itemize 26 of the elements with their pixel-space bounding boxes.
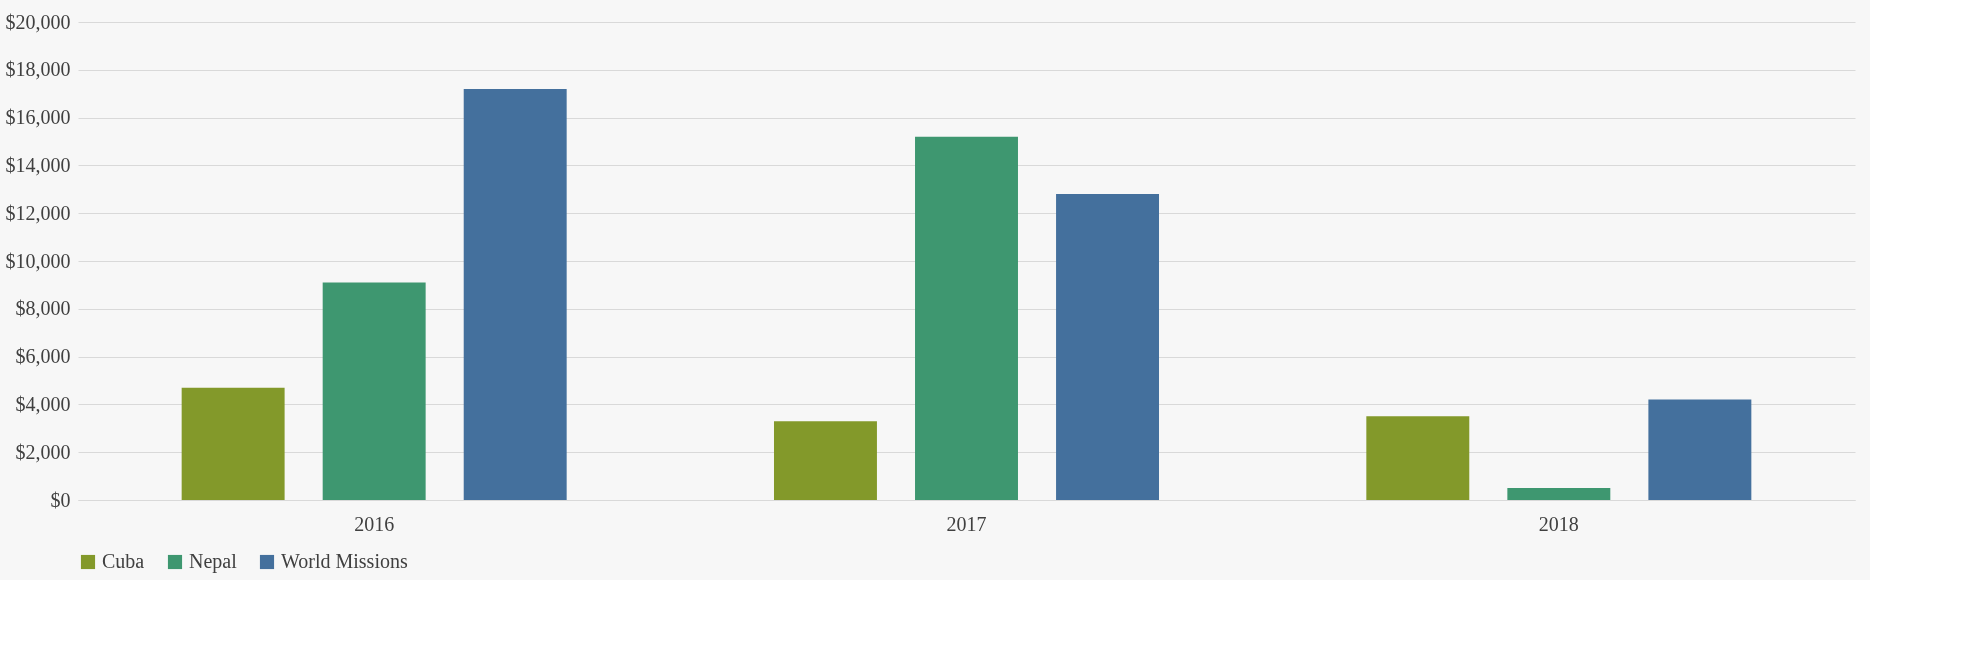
- y-tick-label: $14,000: [5, 153, 71, 176]
- bar: [915, 136, 1018, 500]
- bar: [1507, 488, 1611, 500]
- x-tick-label: 2018: [1538, 512, 1579, 535]
- bar: [1056, 194, 1160, 500]
- legend-label: Cuba: [102, 550, 145, 572]
- legend-label: World Missions: [281, 550, 408, 572]
- legend-label: Nepal: [189, 550, 238, 573]
- bar: [322, 282, 426, 500]
- y-tick-label: $0: [50, 488, 71, 511]
- y-tick-label: $6,000: [15, 345, 71, 368]
- x-tick-label: 2017: [946, 512, 987, 535]
- y-tick-label: $20,000: [5, 10, 71, 33]
- y-tick-label: $16,000: [5, 106, 71, 129]
- y-tick-label: $10,000: [5, 249, 71, 272]
- y-tick-label: $4,000: [15, 392, 71, 415]
- bar: [1366, 416, 1470, 500]
- bar: [773, 421, 877, 500]
- y-tick-label: $18,000: [5, 58, 71, 81]
- y-tick-label: $12,000: [5, 201, 71, 224]
- bar: [1648, 399, 1752, 500]
- y-tick-label: $2,000: [15, 440, 71, 463]
- x-tick-label: 2016: [354, 512, 395, 535]
- y-tick-label: $8,000: [15, 297, 71, 320]
- bar: [181, 387, 285, 500]
- bar: [463, 88, 567, 500]
